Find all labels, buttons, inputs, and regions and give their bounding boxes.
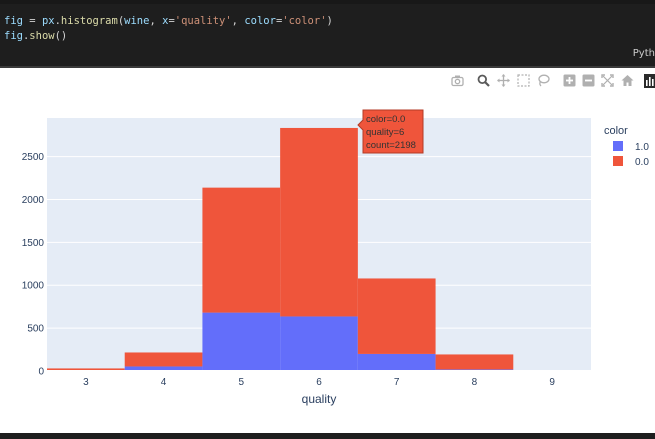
cell-output xyxy=(0,68,655,433)
reset-axes-icon[interactable] xyxy=(620,74,634,88)
cell-top-bar xyxy=(0,0,655,4)
code-token: histogram xyxy=(60,15,118,27)
cell-language-label[interactable]: Pyth xyxy=(632,48,655,59)
code-token: fig xyxy=(4,15,23,27)
lasso-icon[interactable] xyxy=(536,74,550,88)
box-select-icon[interactable] xyxy=(516,74,530,88)
zoom-in-icon[interactable] xyxy=(562,74,576,88)
code-token: 'color' xyxy=(282,15,327,27)
code-token: px xyxy=(41,15,55,27)
code-token: = xyxy=(275,15,283,27)
code-token: show xyxy=(29,30,55,42)
code-token: 'quality' xyxy=(174,15,232,27)
code-token: ( xyxy=(117,15,125,27)
pan-icon[interactable] xyxy=(496,74,510,88)
code-line-1[interactable]: fig = px.histogram(wine, x='quality', co… xyxy=(4,14,333,28)
autoscale-icon[interactable] xyxy=(600,74,614,88)
code-token: , xyxy=(231,15,245,27)
zoom-icon[interactable] xyxy=(476,74,490,88)
code-token: x xyxy=(162,15,169,27)
code-line-2[interactable]: fig.show() xyxy=(4,29,67,43)
code-token: . xyxy=(22,30,30,42)
code-token: color xyxy=(244,15,276,27)
camera-icon[interactable] xyxy=(450,74,464,88)
plotly-logo-icon[interactable] xyxy=(643,74,655,88)
code-token: () xyxy=(54,30,68,42)
code-token: wine xyxy=(124,15,150,27)
code-token: = xyxy=(168,15,175,27)
code-token: ) xyxy=(326,15,333,27)
bottom-border xyxy=(0,433,655,439)
code-token: , xyxy=(149,15,163,27)
code-token: . xyxy=(54,15,61,27)
zoom-out-icon[interactable] xyxy=(581,74,595,88)
code-token: = xyxy=(22,15,42,27)
code-cell[interactable]: fig = px.histogram(wine, x='quality', co… xyxy=(0,0,655,68)
code-token: fig xyxy=(4,30,23,42)
